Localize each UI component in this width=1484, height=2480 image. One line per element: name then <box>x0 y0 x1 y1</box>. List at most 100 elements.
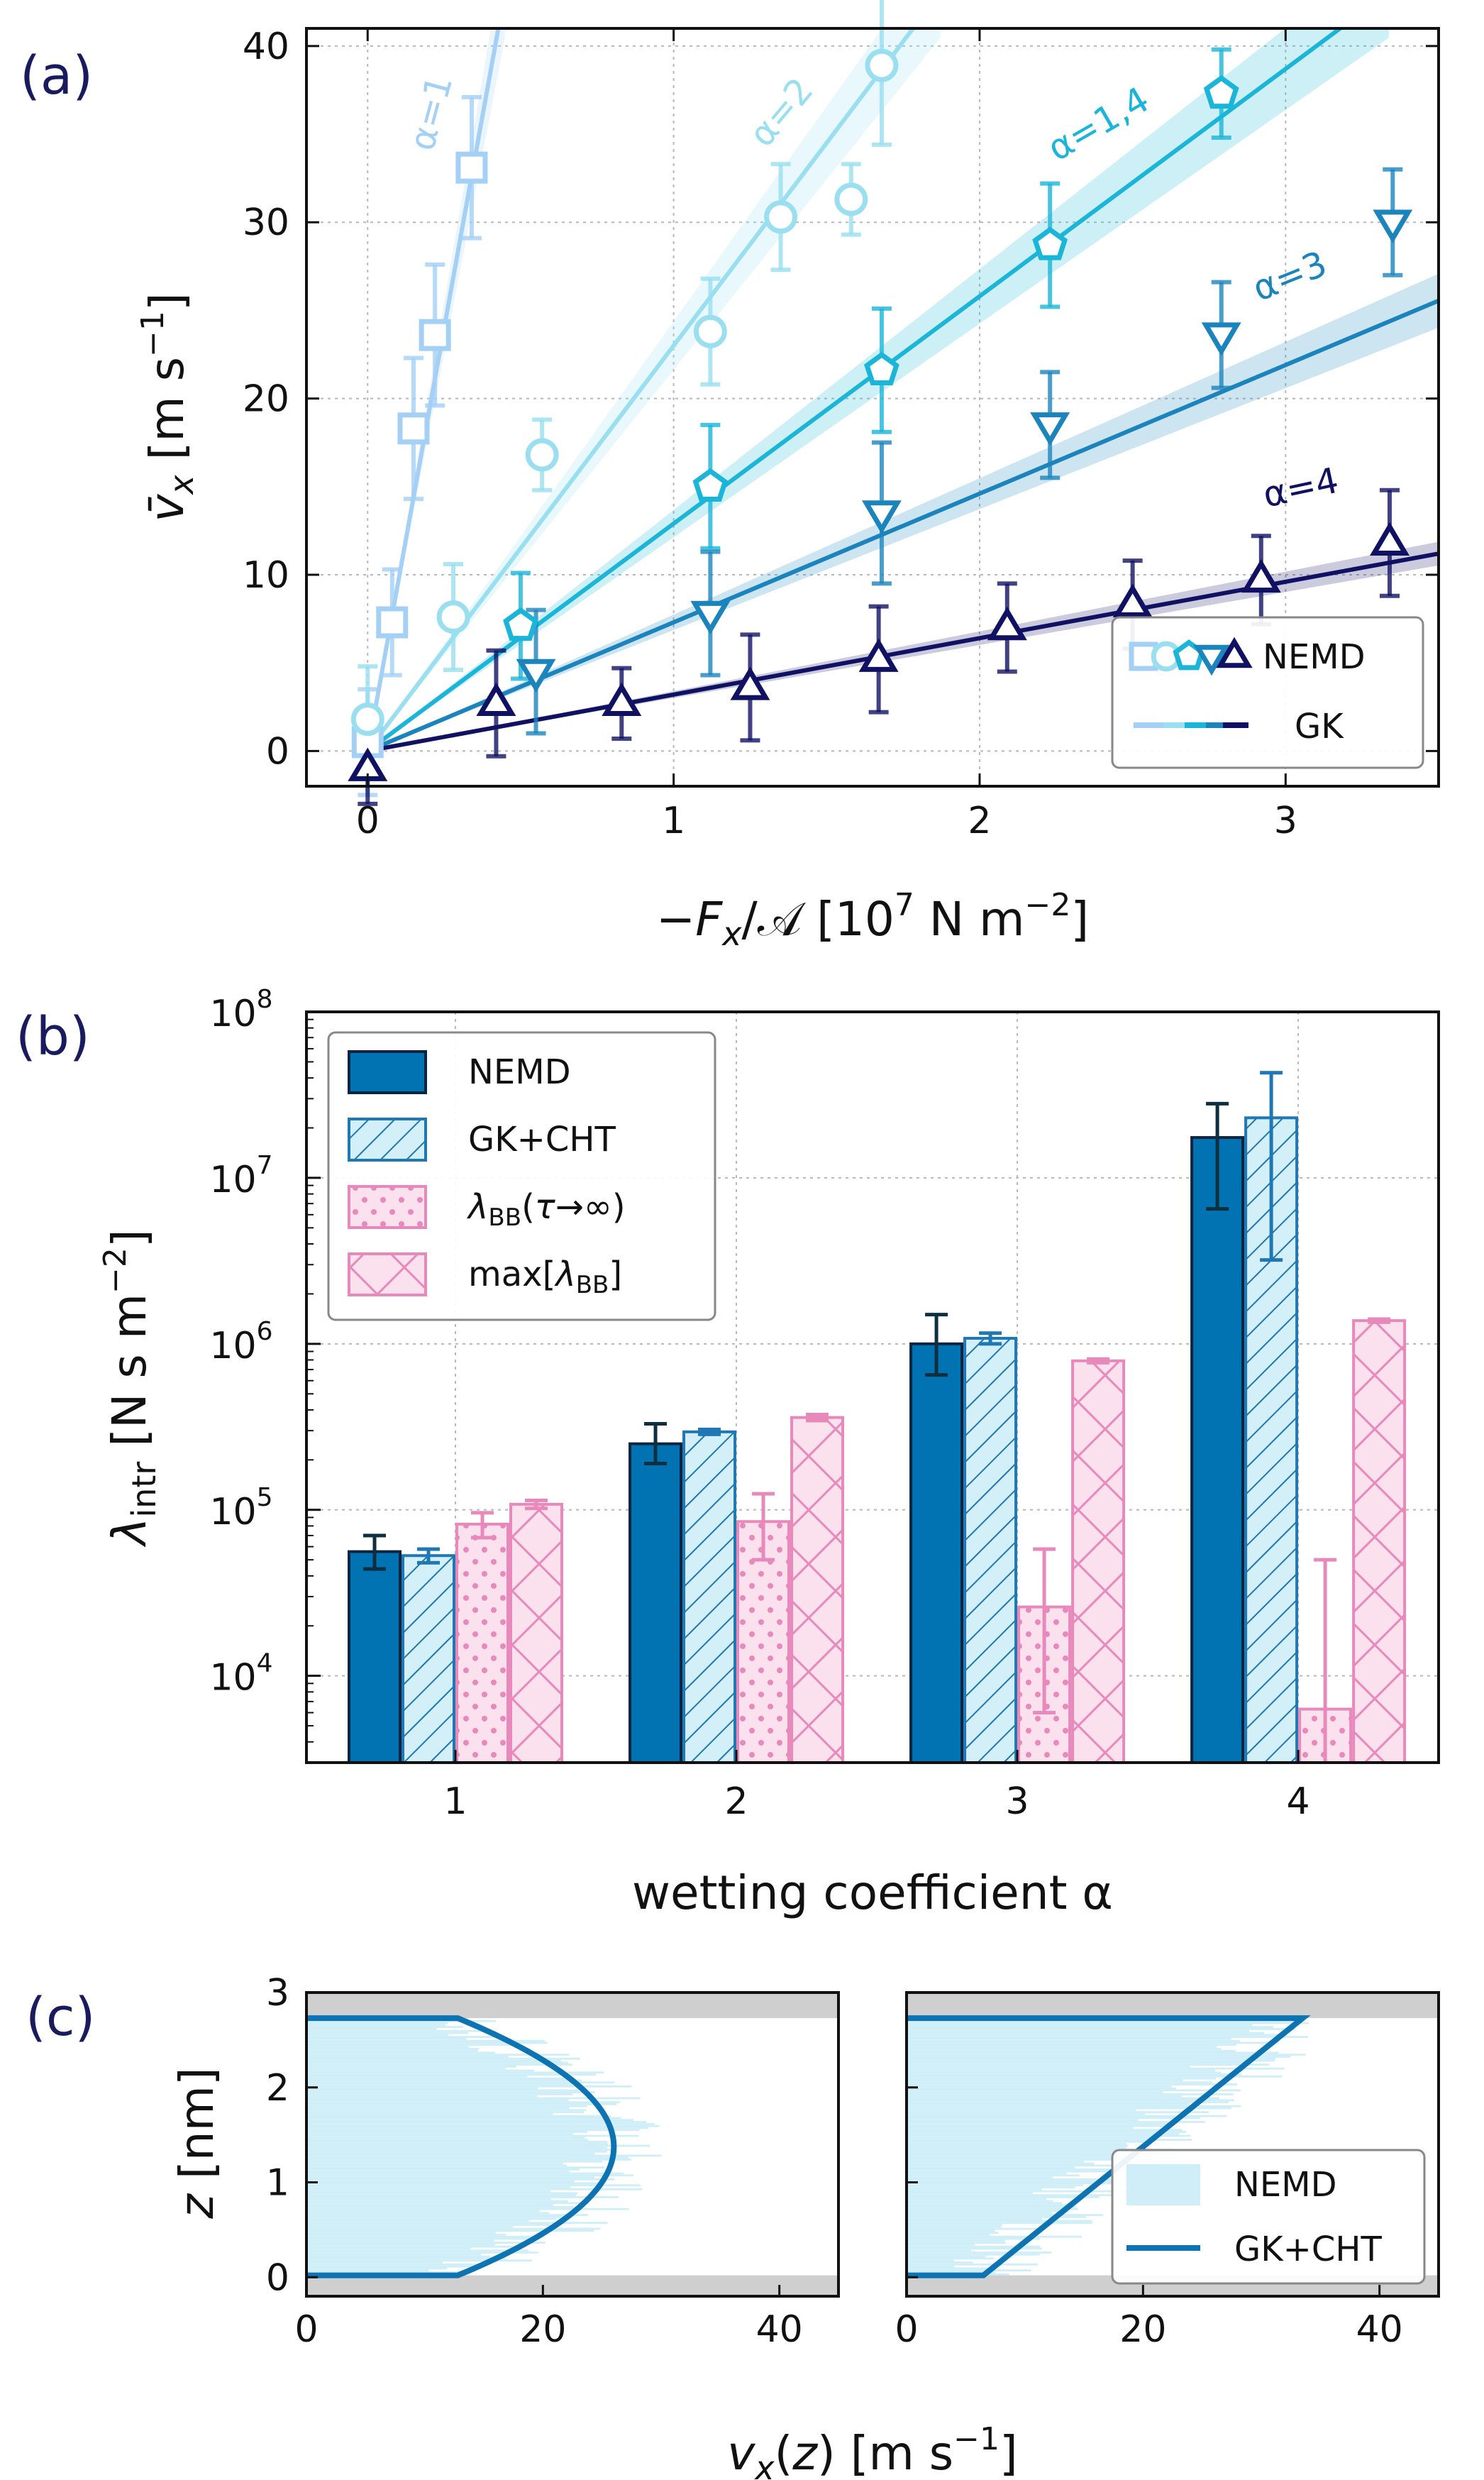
nemd-bin <box>907 2259 955 2262</box>
nemd-bin <box>907 2217 1042 2220</box>
nemd-bin <box>306 2222 608 2225</box>
nemd-bin <box>306 2146 608 2149</box>
nemd-bin <box>907 2085 1172 2088</box>
nemd-bin <box>306 2237 541 2240</box>
nemd-bin <box>907 2046 1217 2048</box>
nemd-bin <box>306 2109 587 2112</box>
nemd-bin <box>306 2261 443 2264</box>
nemd-bin <box>907 2051 1279 2054</box>
nemd-bin <box>907 2111 1209 2113</box>
x-tick-label: 2 <box>724 1780 748 1823</box>
y-axis-label-c: z [nm] <box>170 2067 224 2219</box>
nemd-bin <box>306 2022 448 2024</box>
nemd-bin <box>907 2152 1179 2155</box>
nemd-bin <box>907 2061 1251 2064</box>
nemd-bin <box>907 2132 1179 2135</box>
y-tick-label: 0 <box>266 730 289 773</box>
nemd-bin <box>907 2164 1122 2167</box>
nemd-bin <box>306 2204 553 2206</box>
nemd-bin <box>907 2044 1237 2046</box>
nemd-bin <box>907 2159 1157 2161</box>
nemd-bin <box>306 2225 514 2228</box>
nemd-bin <box>306 2112 553 2115</box>
x-tick-label: 3 <box>1274 800 1297 842</box>
nemd-bin <box>306 2267 447 2270</box>
x-tick-label: 4 <box>1287 1780 1310 1823</box>
nemd-bin <box>306 2192 578 2195</box>
nemd-bin <box>907 2196 1100 2198</box>
axes-frame-c-right <box>905 1991 1440 2298</box>
data-point <box>834 182 868 216</box>
y-tick-label: 1 <box>266 2162 289 2205</box>
nemd-bin <box>907 2232 999 2234</box>
bar <box>348 1550 402 1764</box>
nemd-bin <box>306 2129 640 2132</box>
nemd-bin <box>907 2037 1231 2040</box>
nemd-bin <box>907 2087 1176 2090</box>
nemd-bin <box>306 2089 578 2092</box>
x-tick-label: 1 <box>443 1780 467 1823</box>
nemd-bin <box>907 2024 1253 2027</box>
nemd-bin <box>907 2257 995 2260</box>
nemd-bin <box>306 2198 551 2200</box>
nemd-bin <box>907 2047 1222 2050</box>
nemd-bin <box>907 2198 1047 2200</box>
nemd-bin <box>907 2142 1127 2145</box>
nemd-bin <box>907 2041 1278 2044</box>
panel-label-b: (b) <box>16 1006 90 1067</box>
nemd-bin <box>907 2107 1231 2110</box>
bar <box>1190 1136 1245 1765</box>
nemd-bin <box>907 2083 1238 2085</box>
nemd-bin <box>306 2127 649 2129</box>
nemd-bin <box>907 2115 1227 2117</box>
uncertainty-band <box>367 273 1439 751</box>
nemd-bin <box>907 2034 1288 2037</box>
nemd-bin <box>907 2263 1039 2266</box>
y-tick-label: 106 <box>209 1317 272 1367</box>
nemd-bin <box>907 2255 986 2258</box>
nemd-bin <box>306 2041 548 2044</box>
nemd-bin <box>907 2067 1285 2070</box>
legend-b-bb-inf: λBB(τ→∞) <box>466 1187 626 1232</box>
nemd-bin <box>907 2180 1112 2183</box>
data-point <box>1112 583 1153 617</box>
nemd-bin <box>306 2122 655 2125</box>
nemd-bin <box>907 2056 1291 2058</box>
x-axis-label-b: wetting coefficient α <box>632 1865 1113 1920</box>
nemd-bin <box>907 2166 1075 2169</box>
nemd-bin <box>907 2188 1042 2190</box>
nemd-bin <box>907 2192 1034 2195</box>
y-tick-label: 107 <box>209 1151 272 1201</box>
x-tick-label: 0 <box>895 2308 918 2351</box>
nemd-bin <box>306 2026 464 2029</box>
data-point <box>764 200 798 234</box>
nemd-bin <box>306 2101 621 2104</box>
nemd-bin <box>907 2184 1083 2187</box>
y-tick-label: 40 <box>243 26 289 68</box>
data-point <box>864 351 899 386</box>
nemd-bin <box>907 2239 1005 2242</box>
nemd-bin <box>306 2087 538 2090</box>
nemd-bin <box>907 2225 1002 2228</box>
y-tick-label: 0 <box>266 2256 289 2299</box>
bar <box>509 1502 564 1764</box>
nemd-bin <box>306 2075 528 2078</box>
nemd-bin <box>907 2022 1309 2024</box>
uncertainty-band <box>367 28 941 751</box>
x-tick-label: 0 <box>294 2308 318 2351</box>
nemd-bin <box>907 2150 1156 2153</box>
nemd-bin <box>907 2032 1265 2034</box>
nemd-bin <box>907 2178 1119 2181</box>
y-tick-label: 30 <box>243 202 289 244</box>
data-point <box>1030 412 1070 446</box>
data-point <box>690 600 731 635</box>
nemd-bin <box>907 2077 1217 2080</box>
nemd-bin <box>306 2063 572 2066</box>
nemd-bin <box>306 2099 569 2102</box>
nemd-bin <box>306 2205 574 2208</box>
nemd-bin <box>907 2099 1234 2102</box>
nemd-bin <box>306 2255 491 2258</box>
data-point <box>503 607 538 641</box>
x-tick-label: 2 <box>968 800 991 842</box>
nemd-bin <box>306 2132 573 2135</box>
